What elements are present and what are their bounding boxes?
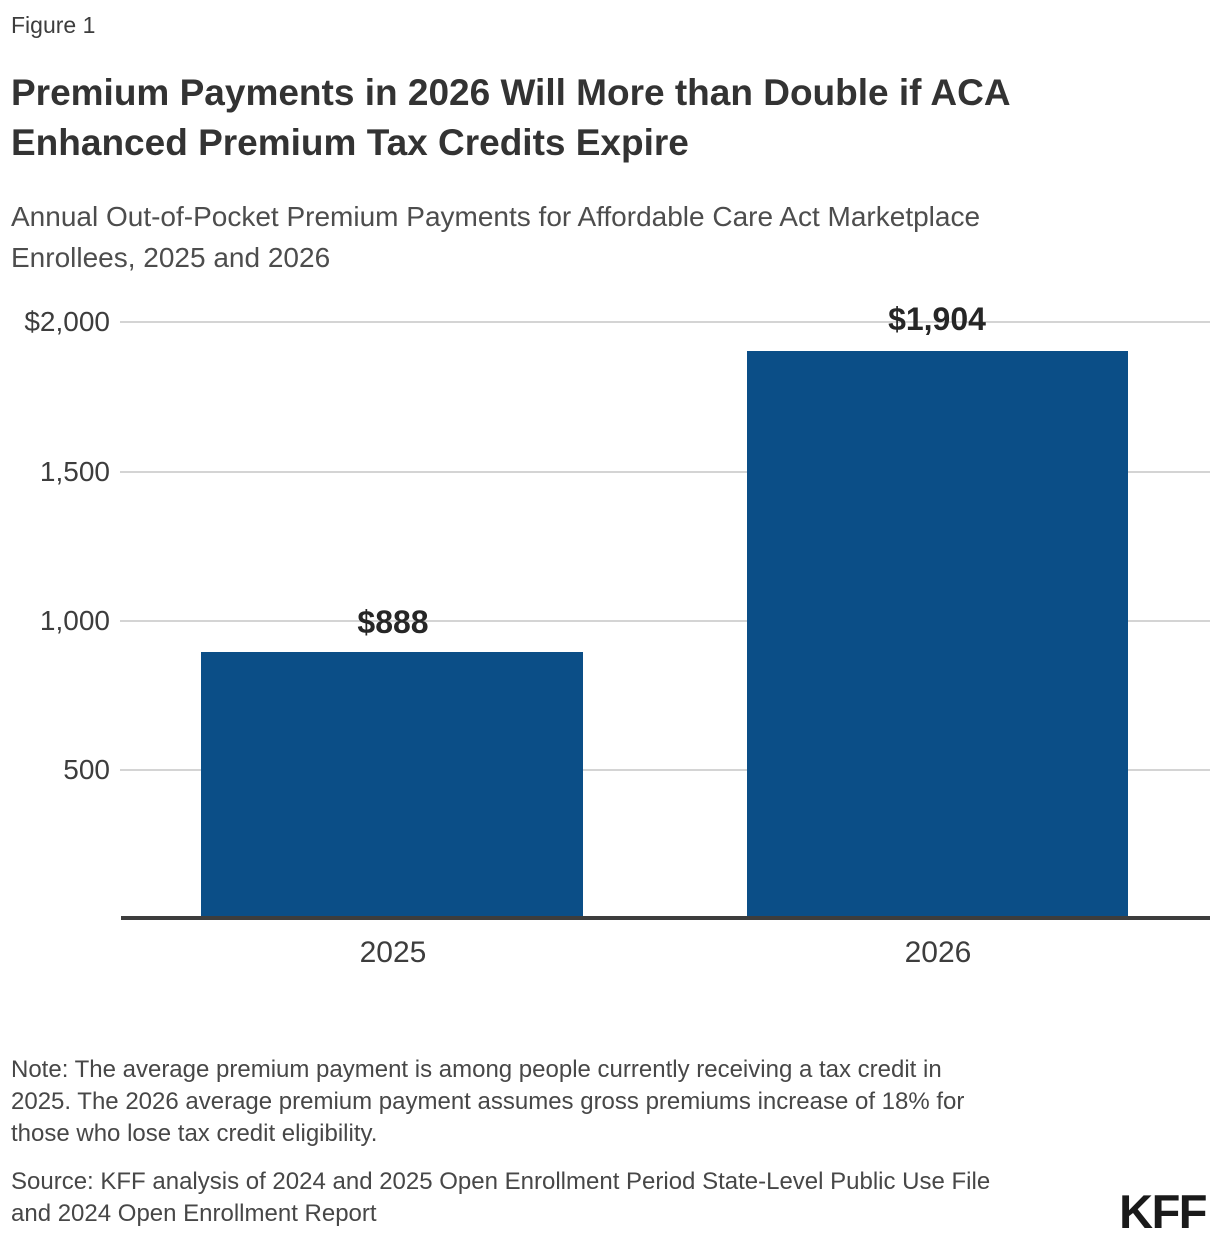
bar-2026 xyxy=(747,351,1128,916)
chart-title: Premium Payments in 2026 Will More than … xyxy=(11,68,1011,168)
bar-2025 xyxy=(201,652,583,916)
x-axis-label-2025: 2025 xyxy=(359,936,427,969)
note-line-1: Note: The average premium payment is amo… xyxy=(11,1056,942,1083)
chart-subtitle: Annual Out-of-Pocket Premium Payments fo… xyxy=(11,196,980,278)
kff-logo: KFF xyxy=(1119,1185,1207,1238)
note-line-3: those who lose tax credit eligibility. xyxy=(11,1120,378,1147)
source-line-2: and 2024 Open Enrollment Report xyxy=(11,1200,377,1227)
gridline-1500 xyxy=(120,471,1210,473)
gridline-2000 xyxy=(120,321,1210,323)
bar-value-label-2026: $1,904 xyxy=(888,301,986,337)
x-axis-label-2026: 2026 xyxy=(904,936,972,969)
y-axis-tick-1500: 1,500 xyxy=(39,456,110,487)
gridline-1000 xyxy=(120,620,1210,622)
chart-subtitle-line-2: Enrollees, 2025 and 2026 xyxy=(11,242,331,273)
note-text: Note: The average premium payment is amo… xyxy=(11,1054,964,1150)
source-line-1: Source: KFF analysis of 2024 and 2025 Op… xyxy=(11,1168,991,1195)
source-text: Source: KFF analysis of 2024 and 2025 Op… xyxy=(11,1166,990,1230)
x-axis-line xyxy=(121,916,1210,920)
bar-value-label-2025: $888 xyxy=(357,604,429,640)
chart-title-line-1: Premium Payments in 2026 Will More than … xyxy=(11,72,1011,113)
y-axis-tick-500: 500 xyxy=(63,754,110,785)
figure-number-label: Figure 1 xyxy=(11,12,96,38)
y-axis-tick-1000: 1,000 xyxy=(39,605,110,636)
note-line-2: 2025. The 2026 average premium payment a… xyxy=(11,1088,965,1115)
gridline-500 xyxy=(120,769,1210,771)
chart-subtitle-line-1: Annual Out-of-Pocket Premium Payments fo… xyxy=(11,201,981,232)
y-axis-tick-2000: $2,000 xyxy=(24,306,110,337)
chart-title-line-2: Enhanced Premium Tax Credits Expire xyxy=(11,122,689,163)
